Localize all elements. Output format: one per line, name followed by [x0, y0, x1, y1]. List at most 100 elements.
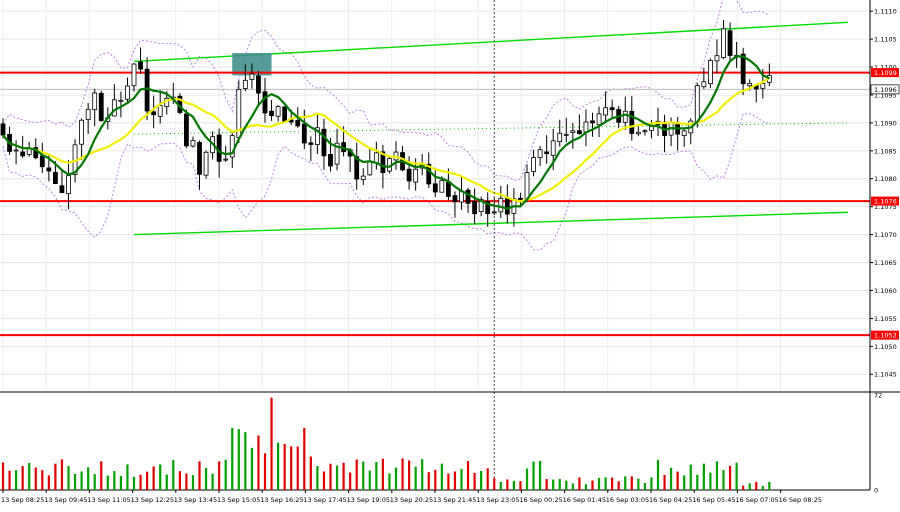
volume-tick-label: 0: [874, 487, 878, 495]
bollinger-bands: [2, 0, 770, 251]
level-labels: 1.1099 1.1076 1.1052 1.1096: [870, 68, 900, 340]
time-axis: 13 Sep 08:25 13 Sep 09:45 13 Sep 11:05 13 S…: [1, 490, 822, 504]
time-tick-label: 13 Sep 08:25: [1, 496, 44, 504]
candle-body: [740, 53, 746, 85]
time-tick-label: 16 Sep 00:25: [519, 496, 562, 504]
current-price-text: 1.1096: [874, 86, 897, 94]
time-tick-label: 16 Sep 04:25: [649, 496, 692, 504]
price-tick-label: 1.1060: [874, 287, 897, 295]
candle-body: [13, 149, 19, 152]
candle-body: [524, 172, 530, 200]
candle-body: [465, 189, 471, 204]
ma-slow-yellow: [2, 76, 770, 203]
candle-body: [360, 175, 366, 181]
candle-body: [256, 75, 261, 94]
level-price-tag: [871, 196, 899, 206]
price-tick-label: 1.1090: [874, 119, 897, 127]
time-tick-label: 13 Sep 23:05: [476, 496, 519, 504]
price-tick-label: 1.1105: [874, 36, 897, 44]
candle-body: [727, 30, 733, 56]
candle-body: [197, 142, 202, 175]
time-tick-label: 16 Sep 08:25: [779, 496, 822, 504]
time-tick-label: 13 Sep 16:25: [260, 496, 303, 504]
candle-body: [472, 200, 478, 215]
price-tick-label: 1.1045: [874, 371, 897, 379]
candle-body: [138, 61, 143, 70]
candle-body: [301, 123, 307, 144]
candle-body: [701, 81, 707, 88]
candle-body: [590, 120, 595, 124]
candle-body: [125, 85, 130, 100]
bollinger-lower: [2, 112, 770, 251]
candle-body: [203, 151, 209, 176]
candle-body: [118, 99, 124, 102]
candle-body: [596, 113, 602, 126]
candle-body: [760, 83, 766, 89]
candle-body: [531, 157, 536, 172]
time-tick-label: 16 Sep 07:05: [735, 496, 778, 504]
candle-body: [622, 110, 628, 123]
candle-body: [557, 132, 563, 142]
candle-body: [478, 199, 484, 212]
candle-body: [190, 140, 196, 147]
candle-body: [269, 110, 274, 117]
candle-body: [131, 63, 137, 87]
time-tick-label: 16 Sep 01:45: [563, 496, 606, 504]
candle-body: [721, 28, 726, 58]
candle-body: [79, 119, 84, 145]
time-tick-label: 13 Sep 20:25: [390, 496, 433, 504]
candle-body: [413, 168, 419, 183]
time-tick-label: 16 Sep 03:05: [606, 496, 649, 504]
level-price-tag: [871, 330, 899, 340]
candle-body: [537, 149, 543, 158]
candle-body: [308, 142, 314, 145]
price-tick-label: 1.1055: [874, 315, 897, 323]
candle-body: [249, 73, 255, 80]
candle-body: [92, 92, 98, 111]
candle-body: [432, 183, 438, 193]
volume-tick-label: 72: [874, 392, 882, 400]
candle-body: [183, 113, 189, 147]
candle-body: [328, 153, 333, 167]
candle-body: [216, 134, 222, 162]
candle-body: [242, 79, 248, 89]
channel-lower: [133, 211, 848, 236]
candle-body: [275, 106, 281, 117]
time-tick-label: 13 Sep 19:05: [347, 496, 390, 504]
candle-body: [694, 85, 700, 123]
candle-body: [747, 82, 753, 87]
price-tick-label: 1.1075: [874, 203, 897, 211]
candle-body: [85, 108, 91, 120]
price-tick-label: 1.1080: [874, 175, 897, 183]
price-tick-label: 1.1050: [874, 343, 897, 351]
time-tick-label: 13 Sep 17:45: [303, 496, 346, 504]
price-tick-label: 1.1070: [874, 231, 897, 239]
candle-body: [563, 133, 569, 136]
level-price-tag: [871, 68, 899, 78]
candle-body: [282, 106, 288, 122]
candle-body: [59, 185, 65, 193]
price-tick-label: 1.1110: [874, 8, 897, 16]
moving-averages: [2, 55, 770, 210]
candle-body: [498, 197, 504, 213]
time-tick-label: 13 Sep 21:45: [433, 496, 476, 504]
candle-body: [157, 105, 163, 117]
candle-body: [367, 161, 373, 176]
time-tick-label: 16 Sep 05:45: [692, 496, 735, 504]
candle-body: [98, 92, 104, 122]
ma-fast-green: [2, 55, 770, 210]
candle-body: [111, 99, 117, 117]
price-tick-label: 1.1085: [874, 147, 897, 155]
candle-body: [583, 121, 589, 133]
candle-body: [0, 123, 6, 136]
price-tick-label: 1.1095: [874, 91, 897, 99]
candle-body: [380, 151, 386, 174]
candle-body: [39, 155, 45, 168]
candle-body: [714, 55, 720, 62]
price-tick-label: 1.1100: [874, 64, 897, 72]
candle-body: [406, 168, 412, 182]
candle-body: [151, 111, 157, 116]
time-tick-label: 13 Sep 13:45: [174, 496, 217, 504]
